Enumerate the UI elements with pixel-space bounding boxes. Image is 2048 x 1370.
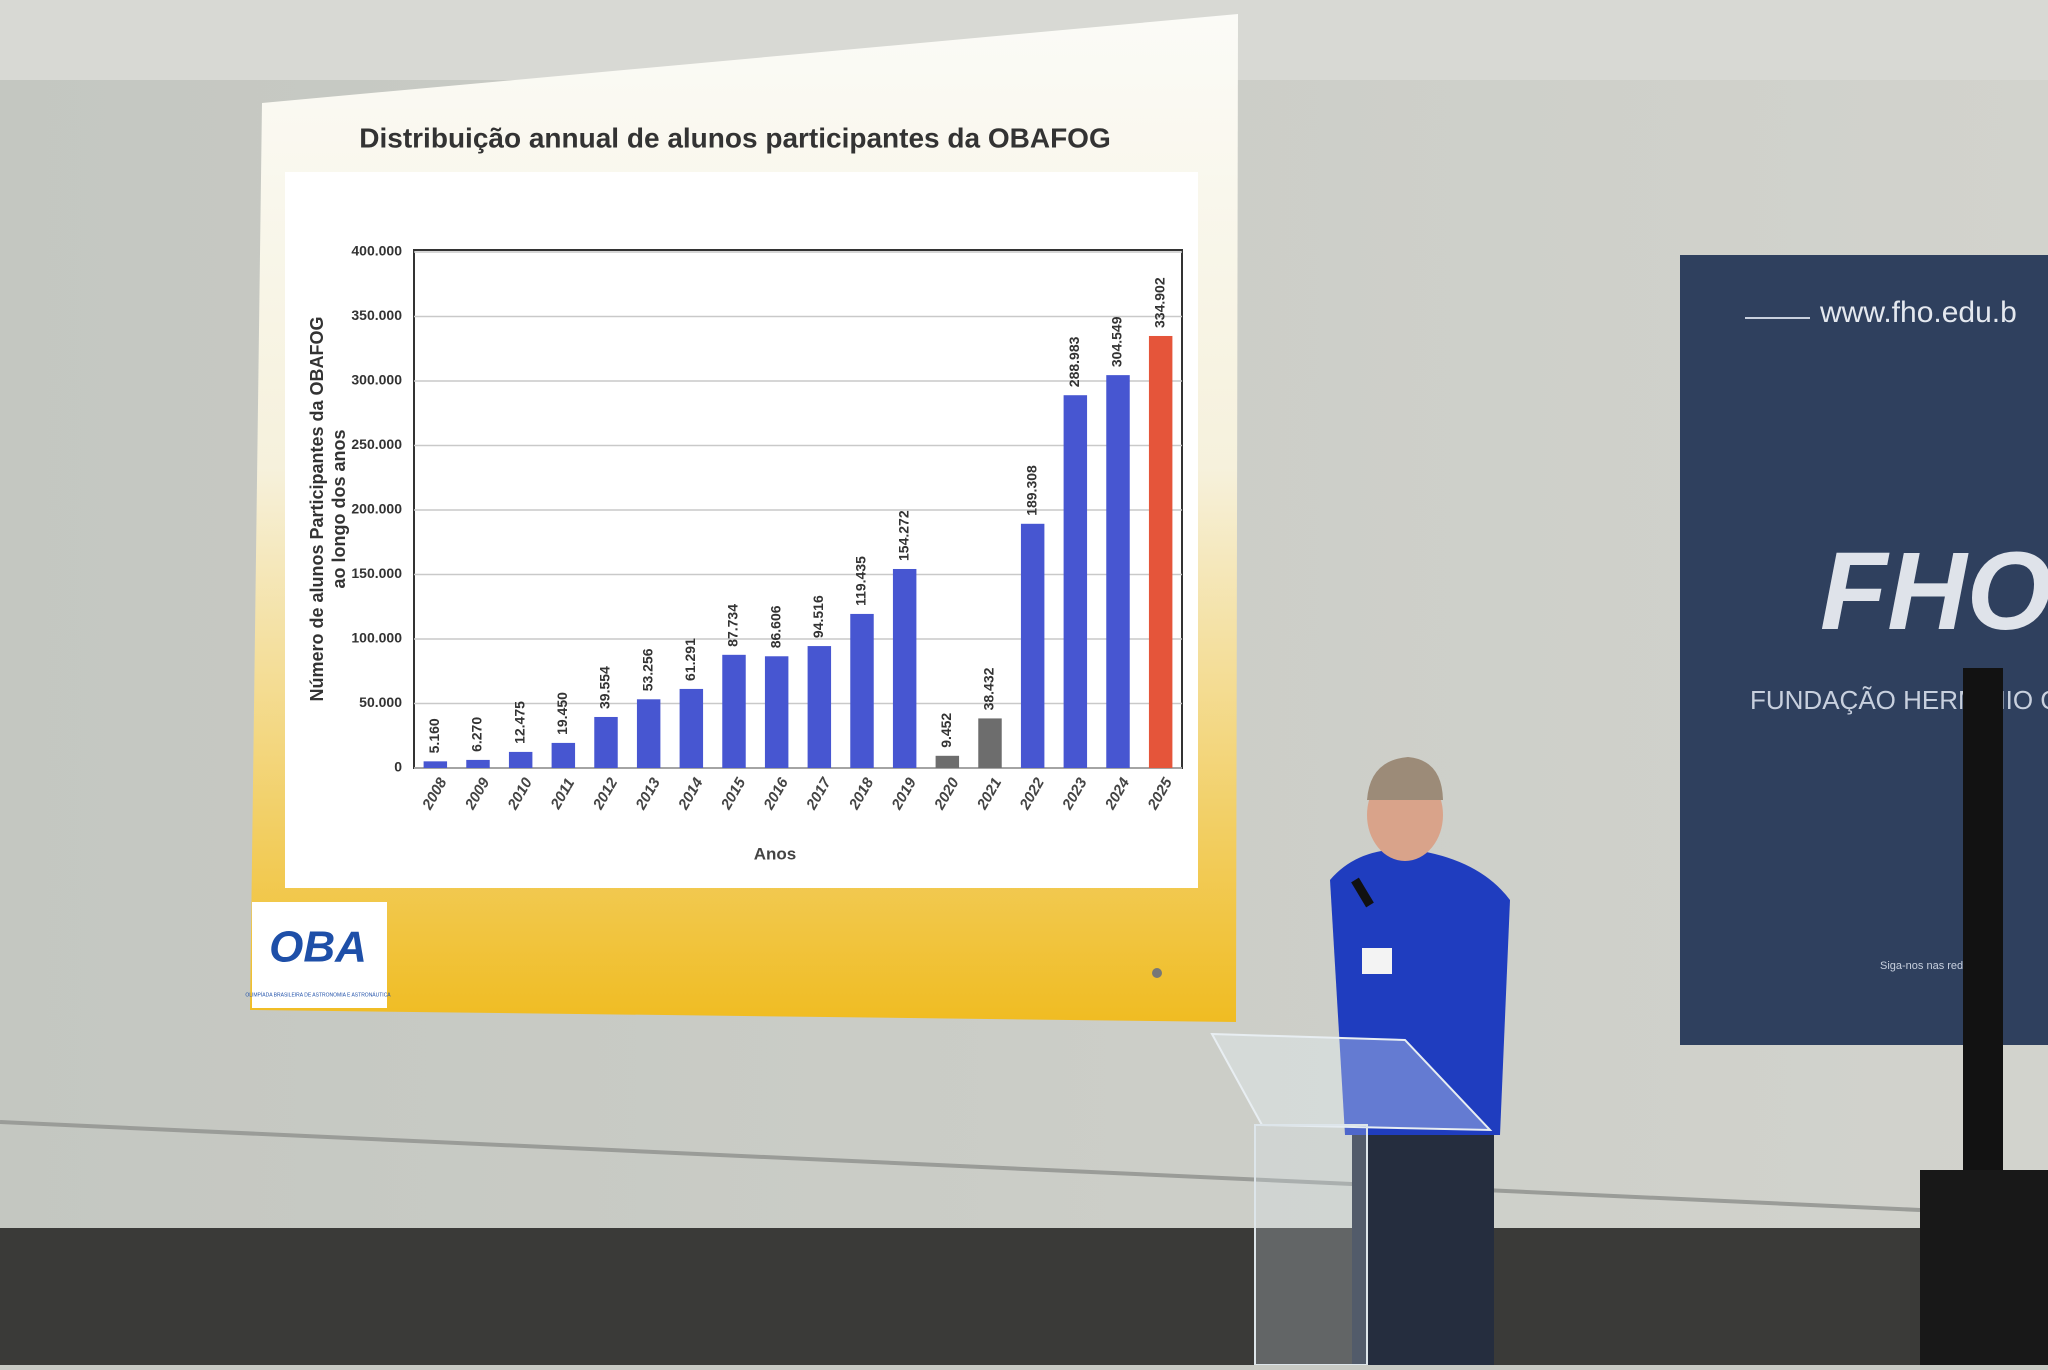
speaker-base — [1920, 1170, 2048, 1365]
y-axis-label: Número de alunos Participantes da OBAFOG — [307, 316, 327, 701]
slide-dot — [1152, 968, 1162, 978]
value-label: 154.272 — [895, 510, 911, 561]
value-label: 5.160 — [426, 718, 442, 753]
hair — [1367, 757, 1443, 800]
shirt — [1330, 849, 1510, 1135]
banner-brand: FHO — [1820, 530, 2048, 653]
bar — [636, 699, 661, 768]
value-label: 94.516 — [810, 595, 826, 638]
value-label: 86.606 — [767, 605, 783, 648]
value-label: 9.452 — [938, 713, 954, 748]
logo-box — [252, 902, 387, 1008]
banner-name: FUNDAÇÃO HERMÍNIO O — [1750, 685, 2048, 715]
bar — [807, 646, 832, 768]
banner-follow: Siga-nos nas redes — [1880, 960, 1975, 972]
value-label: 61.291 — [682, 638, 698, 681]
bar — [594, 716, 618, 768]
y-tick-label: 50.000 — [359, 694, 402, 710]
value-label: 39.554 — [597, 666, 613, 709]
bar — [850, 613, 874, 768]
x-axis-label: Anos — [754, 844, 797, 863]
pipe — [0, 1120, 1921, 1212]
oba-logo: OBA OLIMPÍADA BRASILEIRA DE ASTRONOMIA E… — [245, 902, 391, 1008]
logo-caption: OLIMPÍADA BRASILEIRA DE ASTRONOMIA E AST… — [245, 991, 391, 998]
bar — [466, 759, 490, 768]
bar — [935, 755, 960, 768]
value-label: 304.549 — [1109, 316, 1125, 367]
y-tick-label: 100.000 — [351, 630, 402, 646]
floor — [0, 1228, 2048, 1365]
value-label: 334.902 — [1151, 277, 1167, 328]
bar — [1106, 375, 1130, 768]
microphone — [1351, 877, 1374, 908]
y-tick-label: 300.000 — [351, 372, 402, 388]
badge — [1362, 948, 1392, 974]
bar — [1063, 395, 1088, 768]
logo-text: OBA — [269, 923, 367, 972]
value-label: 6.270 — [469, 717, 485, 752]
value-label: 288.983 — [1066, 336, 1082, 387]
bar — [722, 654, 746, 768]
value-label: 12.475 — [511, 701, 527, 744]
value-label: 38.432 — [981, 667, 997, 710]
chart-title: Distribuição annual de alunos participan… — [359, 122, 1110, 153]
value-label: 87.734 — [725, 604, 741, 647]
trousers — [1352, 1120, 1494, 1365]
bar — [764, 656, 789, 768]
y-tick-label: 0 — [394, 759, 402, 775]
y-tick-label: 400.000 — [351, 243, 402, 259]
y-tick-label: 150.000 — [351, 565, 402, 581]
podium — [1254, 1124, 1368, 1366]
banner-url: www.fho.edu.b — [1819, 296, 2017, 329]
bar — [679, 688, 704, 768]
y-axis-label: ao longo dos anos — [329, 429, 349, 588]
y-tick-label: 200.000 — [351, 501, 402, 517]
y-tick-label: 250.000 — [351, 436, 402, 452]
bar — [423, 761, 448, 768]
speaker-pole — [1963, 668, 2003, 1173]
bar — [1020, 523, 1045, 768]
bar — [551, 742, 576, 768]
presenter — [1330, 757, 1510, 1365]
podium-top — [1210, 1032, 1493, 1132]
value-label: 189.308 — [1023, 465, 1039, 516]
y-tick-label: 350.000 — [351, 307, 402, 323]
bar — [1148, 335, 1173, 768]
chart: Distribuição annual de alunos participan… — [307, 122, 1182, 863]
value-label: 19.450 — [554, 692, 570, 735]
value-label: 53.256 — [639, 648, 655, 691]
bar — [508, 751, 533, 768]
bar — [892, 568, 917, 768]
value-label: 119.435 — [853, 556, 869, 606]
bar — [978, 718, 1002, 768]
